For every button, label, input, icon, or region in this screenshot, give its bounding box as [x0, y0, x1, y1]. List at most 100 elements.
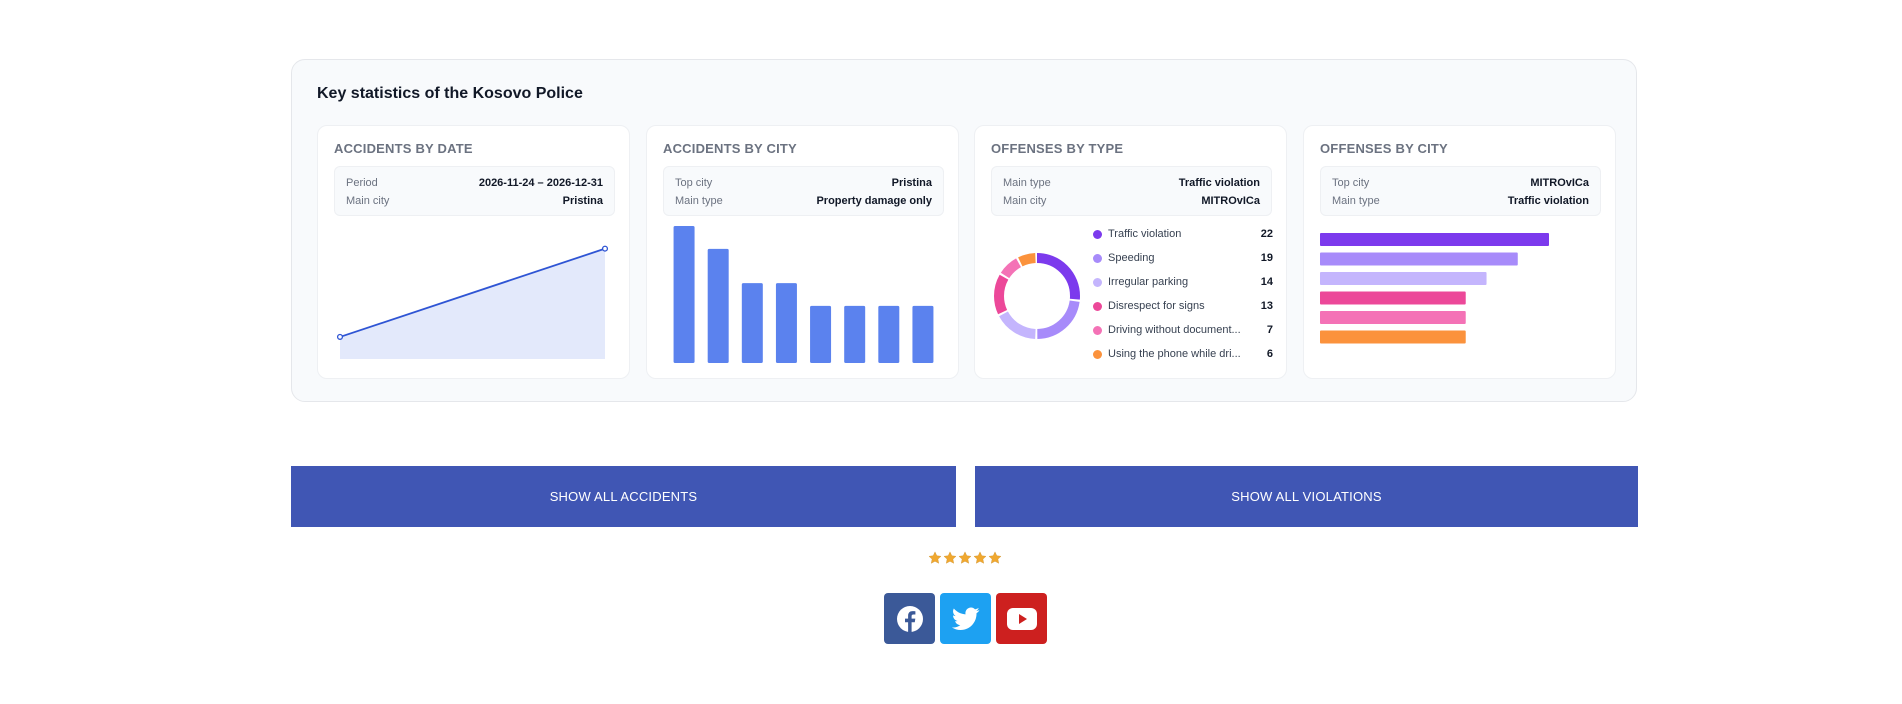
legend-item: Disrespect for signs 13	[1093, 298, 1273, 314]
info-value: MITROvICa	[1201, 195, 1260, 207]
star-icon	[958, 551, 972, 564]
legend-value: 14	[1260, 276, 1273, 288]
info-value: Traffic violation	[1507, 195, 1589, 207]
legend-dot-icon	[1093, 325, 1102, 335]
legend-dot-icon	[1093, 229, 1102, 239]
youtube-button[interactable]	[996, 593, 1047, 644]
panel-title: Key statistics of the Kosovo Police	[317, 85, 583, 102]
info-box: Top city MITROvICa Main type Traffic vio…	[1320, 166, 1601, 216]
info-row-main-city: Main city Pristina	[346, 193, 603, 209]
star-rating	[928, 551, 1004, 569]
bar	[741, 283, 763, 363]
info-value: 2026-11-24 – 2026-12-31	[478, 177, 603, 189]
facebook-button[interactable]	[884, 593, 935, 644]
info-value: Property damage only	[816, 195, 932, 207]
legend-value: 13	[1260, 300, 1273, 312]
star-icon	[943, 551, 957, 564]
legend-dot-icon	[1093, 349, 1102, 359]
info-label: Main city	[346, 195, 390, 207]
series-line	[339, 247, 606, 338]
hbar	[1320, 272, 1487, 285]
show-all-violations-button[interactable]: SHOW ALL VIOLATIONS	[975, 466, 1638, 527]
info-row-top-city: Top city Pristina	[675, 175, 932, 191]
info-row-main-type: Main type Traffic violation	[1332, 193, 1589, 209]
legend-value: 19	[1260, 252, 1273, 264]
accidents-by-date-chart	[336, 245, 609, 359]
star-icon	[928, 551, 942, 564]
card-title: OFFENSES BY CITY	[1320, 141, 1448, 156]
info-value: Pristina	[562, 195, 603, 207]
card-accidents-by-date: ACCIDENTS BY DATE Period 2026-11-24 – 20…	[317, 125, 630, 379]
star-icon	[973, 551, 987, 564]
legend-label: Using the phone while dri...	[1108, 348, 1241, 360]
legend-item: Using the phone while dri... 6	[1093, 346, 1273, 362]
card-offenses-by-type: OFFENSES BY TYPE Main type Traffic viola…	[974, 125, 1287, 379]
legend-dot-icon	[1093, 253, 1102, 263]
twitter-button[interactable]	[940, 593, 991, 644]
hbar	[1320, 311, 1466, 324]
legend-value: 6	[1266, 348, 1273, 360]
bar	[912, 305, 934, 363]
offenses-by-type-donut	[994, 253, 1080, 339]
area-fill	[340, 248, 605, 359]
bar	[844, 305, 866, 363]
card-accidents-by-city: ACCIDENTS BY CITY Top city Pristina Main…	[646, 125, 959, 379]
legend-label: Irregular parking	[1108, 276, 1189, 288]
legend-item: Irregular parking 14	[1093, 274, 1273, 290]
legend-value: 22	[1260, 228, 1273, 240]
info-label: Top city	[1332, 177, 1370, 189]
donut-slice	[994, 253, 1080, 339]
info-label: Main type	[675, 195, 723, 207]
legend-label: Disrespect for signs	[1108, 300, 1205, 312]
info-label: Period	[346, 177, 378, 189]
info-box: Top city Pristina Main type Property dam…	[663, 166, 944, 216]
info-row-main-type: Main type Property damage only	[675, 193, 932, 209]
legend-label: Speeding	[1108, 252, 1155, 264]
info-box: Main type Traffic violation Main city MI…	[991, 166, 1272, 216]
youtube-icon	[1006, 607, 1037, 630]
legend-label: Traffic violation	[1108, 228, 1182, 240]
info-value: Pristina	[891, 177, 932, 189]
info-value: MITROvICa	[1530, 177, 1589, 189]
offenses-by-city-chart	[1320, 233, 1549, 344]
hbar	[1320, 291, 1466, 305]
bar	[810, 305, 832, 363]
data-point	[336, 333, 344, 340]
info-row-main-city: Main city MITROvICa	[1003, 193, 1260, 209]
bar	[878, 305, 900, 363]
bar	[673, 226, 695, 363]
hbar	[1320, 252, 1518, 266]
info-row-period: Period 2026-11-24 – 2026-12-31	[346, 175, 603, 191]
legend-item: Traffic violation 22	[1093, 226, 1273, 242]
legend-dot-icon	[1093, 301, 1102, 311]
info-row-main-type: Main type Traffic violation	[1003, 175, 1260, 191]
legend-value: 7	[1266, 324, 1273, 336]
card-title: ACCIDENTS BY DATE	[334, 141, 473, 156]
star-icon	[988, 551, 1002, 564]
info-label: Main city	[1003, 195, 1047, 207]
card-title: ACCIDENTS BY CITY	[663, 141, 797, 156]
legend-label: Driving without document...	[1108, 324, 1241, 336]
facebook-icon	[896, 605, 923, 632]
card-title: OFFENSES BY TYPE	[991, 141, 1124, 156]
accidents-by-city-chart	[673, 226, 934, 363]
info-label: Top city	[675, 177, 713, 189]
info-label: Main type	[1332, 195, 1380, 207]
donut-slice	[994, 253, 1080, 339]
twitter-icon	[951, 606, 980, 630]
hbar	[1320, 330, 1466, 344]
card-offenses-by-city: OFFENSES BY CITY Top city MITROvICa Main…	[1303, 125, 1616, 379]
bar	[775, 283, 797, 363]
info-box: Period 2026-11-24 – 2026-12-31 Main city…	[334, 166, 615, 216]
bar	[707, 248, 729, 363]
info-label: Main type	[1003, 177, 1051, 189]
legend-item: Driving without document... 7	[1093, 322, 1273, 338]
info-row-top-city: Top city MITROvICa	[1332, 175, 1589, 191]
show-all-accidents-button[interactable]: SHOW ALL ACCIDENTS	[291, 466, 956, 527]
hbar	[1320, 233, 1549, 246]
info-value: Traffic violation	[1178, 177, 1260, 189]
data-point	[601, 245, 609, 252]
legend-dot-icon	[1093, 277, 1102, 287]
key-statistics-panel: Key statistics of the Kosovo Police ACCI…	[291, 59, 1637, 402]
legend-item: Speeding 19	[1093, 250, 1273, 266]
